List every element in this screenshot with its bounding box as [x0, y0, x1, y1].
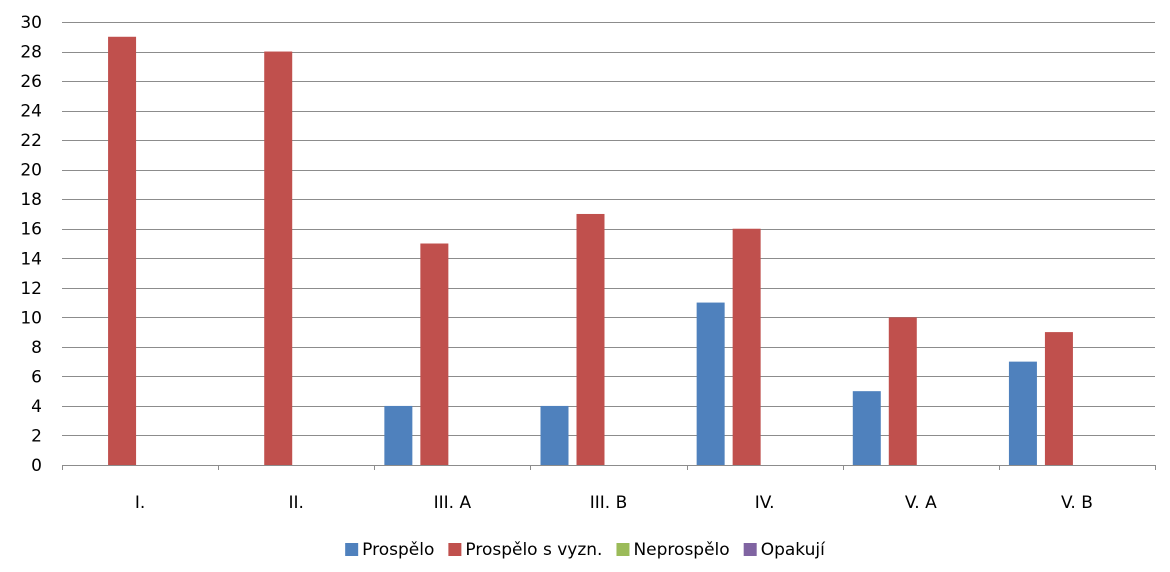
legend: Prospělo Prospělo s vyzn. Neprospělo Opakuj… — [345, 540, 826, 560]
y-tick-label: 18 — [20, 190, 42, 210]
legend-swatch — [616, 543, 630, 556]
bars — [108, 36, 1073, 466]
x-tick-label: I. — [135, 493, 145, 513]
y-tick-label: 26 — [20, 72, 42, 92]
y-tick-label: 24 — [20, 102, 42, 122]
bar — [852, 391, 881, 465]
x-tick-label: III. B — [590, 493, 628, 513]
bar — [264, 51, 293, 466]
y-tick-label: 6 — [31, 367, 42, 387]
y-tick-label: 12 — [20, 279, 42, 299]
y-tick-label: 2 — [31, 426, 42, 446]
x-tick-label: V. A — [905, 493, 937, 513]
y-tick-label: 16 — [20, 220, 42, 240]
x-tick-label: V. B — [1061, 493, 1093, 513]
legend-label: Opakují — [761, 540, 826, 560]
y-tick-label: 14 — [20, 249, 42, 269]
y-tick-label: 22 — [20, 131, 42, 151]
x-axis — [62, 465, 1156, 470]
x-tick-label: III. A — [434, 493, 472, 513]
legend-swatch — [448, 543, 462, 556]
x-tick-label: IV. — [755, 493, 775, 513]
legend-label: Prospělo — [362, 540, 434, 560]
y-tick-label: 20 — [20, 161, 42, 181]
y-tick-label: 8 — [31, 338, 42, 358]
y-tick-label: 30 — [20, 13, 42, 33]
gridlines — [62, 22, 1155, 436]
bar — [576, 213, 605, 465]
bar — [888, 317, 917, 465]
y-tick-label: 0 — [31, 456, 42, 476]
bar — [420, 243, 449, 465]
legend-swatch — [743, 543, 757, 556]
bar — [696, 302, 725, 465]
x-axis-ticks: I. II. III. A III. B IV. V. A V. B — [135, 493, 1093, 513]
y-tick-label: 28 — [20, 43, 42, 63]
x-tick-label: II. — [288, 493, 303, 513]
bar — [1044, 332, 1073, 465]
legend-label: Prospělo s vyzn. — [465, 540, 602, 560]
bar — [108, 36, 137, 466]
bar — [1008, 361, 1037, 465]
y-tick-label: 4 — [31, 397, 42, 417]
bar — [384, 405, 413, 465]
y-tick-label: 10 — [20, 308, 42, 328]
bar — [732, 228, 761, 465]
legend-label: Neprospělo — [633, 540, 729, 560]
bar — [540, 405, 569, 465]
legend-swatch — [345, 543, 359, 556]
